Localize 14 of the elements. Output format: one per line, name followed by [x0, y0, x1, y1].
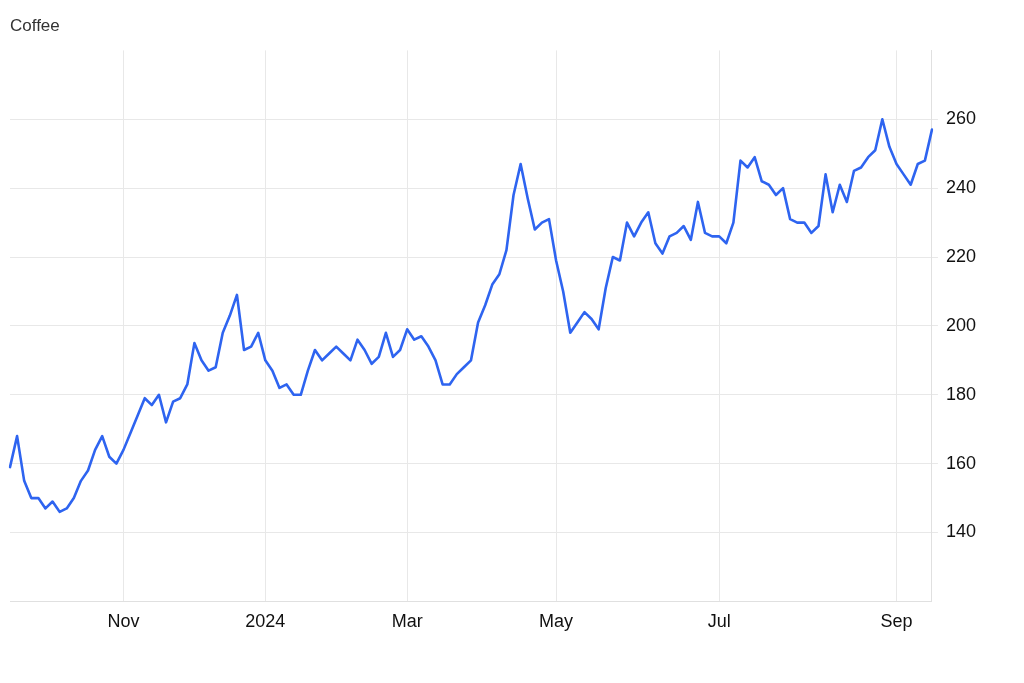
y-tick-label: 220	[945, 245, 977, 266]
y-tick-label: 200	[945, 314, 977, 335]
y-tick-label: 240	[945, 177, 977, 198]
chart-title: Coffee	[10, 15, 60, 35]
y-tick-label: 260	[945, 108, 977, 129]
x-tick-label: Jul	[707, 611, 731, 632]
y-tick-label: 180	[945, 383, 977, 404]
x-tick-label: Sep	[880, 611, 913, 632]
x-tick-label: 2024	[245, 611, 286, 632]
x-tick-label: May	[539, 611, 574, 632]
x-tick-label: Nov	[107, 611, 140, 632]
x-tick-label: Mar	[391, 611, 423, 632]
y-tick-label: 160	[945, 452, 977, 473]
y-tick-label: 140	[945, 521, 977, 542]
